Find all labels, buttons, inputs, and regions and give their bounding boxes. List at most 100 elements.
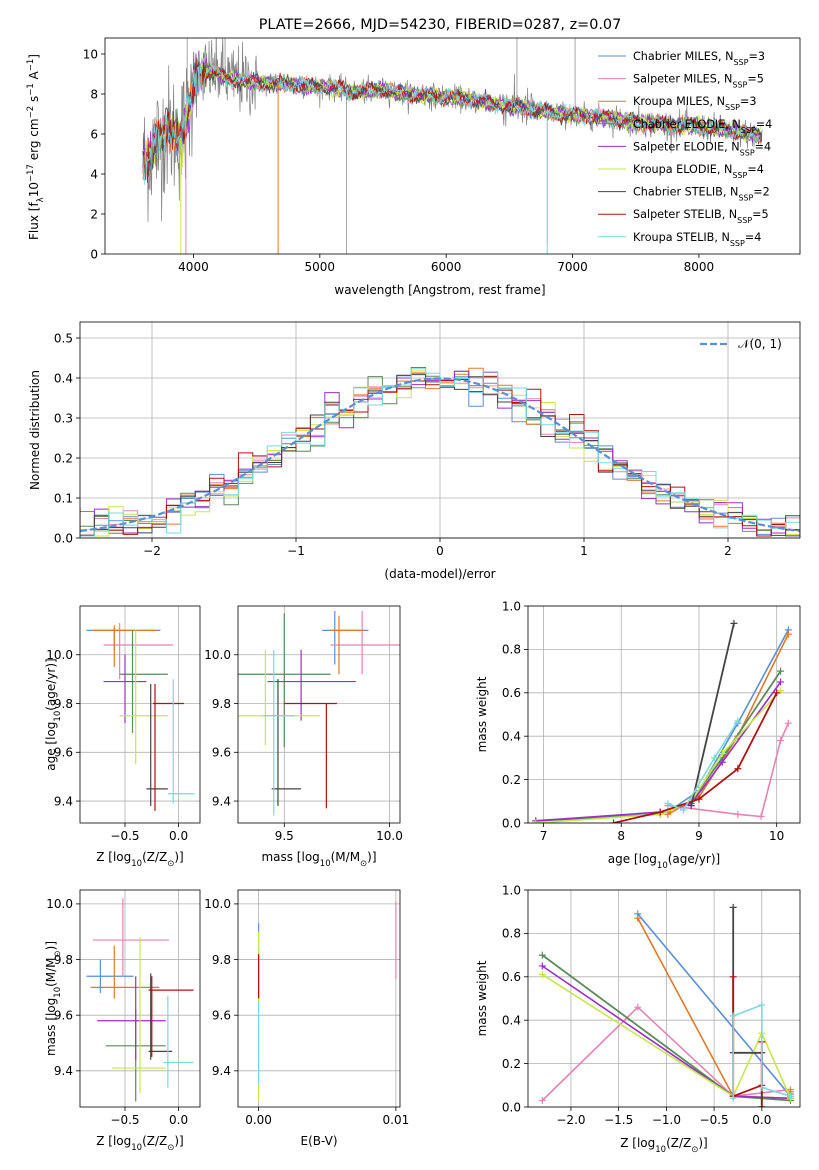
legend-prefix: , N: [723, 186, 738, 199]
label-part: (M/M: [44, 957, 58, 986]
mass_vs_Z-chart: −0.5 0.0 9.4 9.6 9.8 10.0: [46, 889, 201, 1127]
y-tick-label: 0.2: [502, 1057, 521, 1071]
x-tick-label: 0.0: [169, 829, 188, 843]
label-part: ⊙: [53, 950, 63, 957]
legend-eq: =: [745, 231, 754, 244]
y-tick-label: 1.0: [502, 883, 521, 897]
y-axis-label: mass [log10(M/M⊙)]: [44, 941, 63, 1056]
data-point: [777, 737, 785, 745]
legend-label: Chabrier MILES, NSSP=3: [633, 50, 765, 67]
y-tick-label: 9.4: [212, 794, 231, 808]
weight-series: [667, 629, 790, 813]
y-axis-label: Flux [fλ10−17 erg cm−2 s−1 A−1]: [26, 54, 46, 240]
legend-series-name: Chabrier STELIB: [633, 186, 723, 199]
legend-count: 5: [757, 73, 764, 86]
x-tick-label: 0.0: [752, 1113, 771, 1127]
x-tick-label: 8: [617, 829, 625, 843]
axis-label: Z [log10(Z/Z⊙)]: [96, 1134, 184, 1153]
legend-label: Chabrier ELODIE, NSSP=4: [633, 118, 772, 135]
legend-eq: =: [747, 73, 756, 86]
y-tick-label: 10.0: [46, 648, 73, 662]
label-part: (Z/Z: [666, 1136, 691, 1150]
y-tick-label: 0.0: [502, 816, 521, 830]
data-point: [656, 808, 664, 816]
legend-count: 4: [765, 118, 772, 131]
data-point: [609, 819, 617, 823]
weight-series: [690, 623, 735, 806]
y-tick-label: 9.8: [54, 697, 73, 711]
plot-area: [538, 903, 794, 1107]
axes-frame: [104, 37, 801, 255]
axis-label: mass [log10(M/M⊙)]: [261, 850, 376, 869]
x-tick-label: 2: [724, 544, 732, 558]
legend-prefix: , N: [718, 50, 733, 63]
x-tick-label: 9.5: [275, 829, 294, 843]
age_vs_Z-chart: −0.5 0.0 9.4 9.6 9.8 10.0: [46, 605, 201, 843]
label-part: s: [27, 96, 41, 106]
plot-area: [238, 610, 400, 816]
plot-area: [86, 623, 195, 811]
legend-sub: SSP: [725, 103, 740, 112]
label-part: age [log: [44, 722, 58, 771]
x-axis-label: (data-model)/error: [384, 567, 495, 581]
x-tick-label: 10: [769, 829, 784, 843]
plot-area: [257, 901, 397, 1102]
legend-prefix: , N: [710, 95, 725, 108]
data-point: [777, 678, 785, 686]
label-part: (Z/Z: [142, 1134, 167, 1148]
legend-count: 3: [758, 50, 765, 63]
label-part: −2: [26, 106, 36, 119]
x-tick-label: 4000: [178, 260, 209, 274]
legend-sub: SSP: [730, 238, 745, 247]
spectrum-chart: 4000 5000 6000 7000 8000 0 2 4 6 8 10: [83, 37, 801, 274]
legend-count: 5: [762, 208, 769, 221]
x-axis-label: E(B-V): [300, 1134, 337, 1148]
axes-frame: [79, 321, 801, 539]
label-part: erg cm: [27, 118, 41, 164]
y-tick-label: 0.4: [502, 1014, 521, 1028]
y-tick-label: 0.1: [54, 491, 73, 505]
y-tick-label: 9.4: [54, 1064, 73, 1078]
axis-label: Flux [fλ10−17 erg cm−2 s−1 A−1]: [26, 54, 46, 240]
plot-area: [532, 619, 792, 823]
mass_vs_EBV-chart: 0.00 0.01 9.4 9.6 9.8 10.0: [204, 889, 409, 1127]
legend-sub: SSP: [740, 148, 755, 157]
data-point: [718, 750, 726, 758]
legend-series-name: Salpeter STELIB: [633, 208, 722, 221]
data-point: [730, 619, 738, 627]
legend-prefix: , N: [714, 231, 729, 244]
legend-prefix: , N: [722, 208, 737, 221]
y-axis-label: mass weight: [475, 960, 489, 1036]
legend-eq: =: [740, 95, 749, 108]
chart-title: PLATE=2666, MJD=54230, FIBERID=0287, z=0…: [259, 17, 622, 33]
legend-count: 3: [749, 95, 756, 108]
legend-sub: SSP: [741, 125, 756, 134]
label-part: 10: [53, 987, 63, 998]
y-axis-label: mass weight: [475, 676, 489, 752]
residual-chart: −2 −1 0 1 2 0.0 0.1 0.2 0.3 0.4 0.5: [54, 321, 801, 558]
label-part: ]: [27, 54, 41, 59]
legend-prefix: , N: [717, 73, 732, 86]
x-tick-label: −0.5: [110, 1113, 139, 1127]
legend-count: 4: [757, 163, 764, 176]
legend-series-name: Salpeter MILES: [633, 73, 717, 86]
data-point: [734, 765, 742, 773]
weight_vs_age-chart: 7 8 9 10 0.0 0.2 0.4 0.6 0.8 1.0: [502, 599, 801, 843]
y-tick-label: 9.4: [212, 1064, 231, 1078]
data-point: [758, 1103, 766, 1107]
label-part: 10: [53, 711, 63, 722]
legend-sub: SSP: [732, 171, 747, 180]
y-tick-label: 9.8: [54, 953, 73, 967]
y-tick-label: 0.2: [502, 773, 521, 787]
label-part: )]: [174, 1134, 183, 1148]
y-tick-label: 10: [83, 47, 98, 61]
model-spectrum: [142, 60, 762, 185]
x-tick-label: 6000: [431, 260, 462, 274]
legend-label: Chabrier STELIB, NSSP=2: [633, 186, 770, 203]
label-part: Z [log: [96, 850, 131, 864]
label-part: ⊙: [360, 859, 367, 869]
y-tick-label: 1.0: [502, 599, 521, 613]
data-point: [711, 754, 719, 762]
y-axis-label: Normed distribution: [28, 370, 42, 490]
